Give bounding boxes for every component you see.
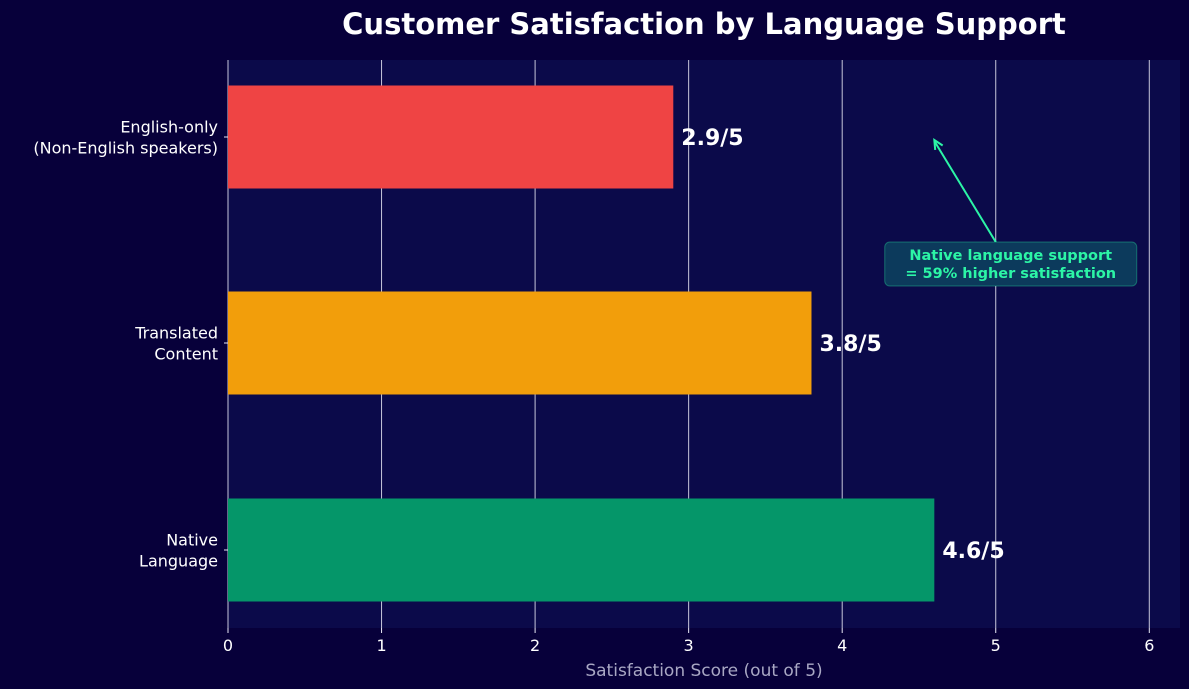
bar-value-label: 3.8/5 bbox=[819, 332, 881, 357]
y-tick-label-line: English-only bbox=[120, 118, 218, 137]
x-tick-label: 3 bbox=[684, 636, 694, 655]
x-tick-label: 0 bbox=[223, 636, 233, 655]
annotation-arrow-head bbox=[933, 138, 944, 151]
x-tick-label: 5 bbox=[991, 636, 1001, 655]
bar bbox=[228, 85, 674, 189]
annotation-arrow bbox=[933, 140, 997, 243]
annotation-box bbox=[884, 241, 1138, 287]
x-axis: 0 1 2 3 4 5 6 bbox=[223, 628, 1154, 655]
annotation-text-line: = 59% higher satisfaction bbox=[905, 266, 1116, 282]
x-tick-label: 4 bbox=[837, 636, 847, 655]
annotation-text: Native language support = 59% higher sati… bbox=[905, 248, 1116, 282]
y-tick-label-line: Translated bbox=[134, 324, 218, 343]
value-labels: 2.9/5 3.8/5 4.6/5 bbox=[681, 126, 1004, 564]
x-tick-label: 2 bbox=[530, 636, 540, 655]
y-tick-label: Native Language bbox=[139, 531, 218, 571]
y-tick-label-line: Native bbox=[166, 531, 218, 550]
x-tick-label: 1 bbox=[376, 636, 386, 655]
annotation: Native language support = 59% higher sati… bbox=[884, 138, 1138, 287]
bar-value-label: 4.6/5 bbox=[942, 539, 1004, 564]
annotation-text-line: Native language support bbox=[909, 248, 1112, 264]
x-tick-label: 6 bbox=[1144, 636, 1154, 655]
x-axis-label: Satisfaction Score (out of 5) bbox=[585, 661, 822, 681]
y-tick-label-line: Content bbox=[154, 345, 218, 364]
bar bbox=[228, 498, 935, 602]
y-tick-label: Translated Content bbox=[134, 324, 218, 364]
y-tick-label-line: Language bbox=[139, 552, 218, 571]
bars bbox=[228, 85, 935, 602]
bar bbox=[228, 291, 812, 395]
chart-title: Customer Satisfaction by Language Suppor… bbox=[342, 7, 1066, 41]
y-axis: English-only (Non-English speakers) Transl… bbox=[33, 118, 228, 571]
y-tick-label: English-only (Non-English speakers) bbox=[33, 118, 218, 158]
bar-value-label: 2.9/5 bbox=[681, 126, 743, 151]
y-tick-label-line: (Non-English speakers) bbox=[33, 139, 218, 158]
